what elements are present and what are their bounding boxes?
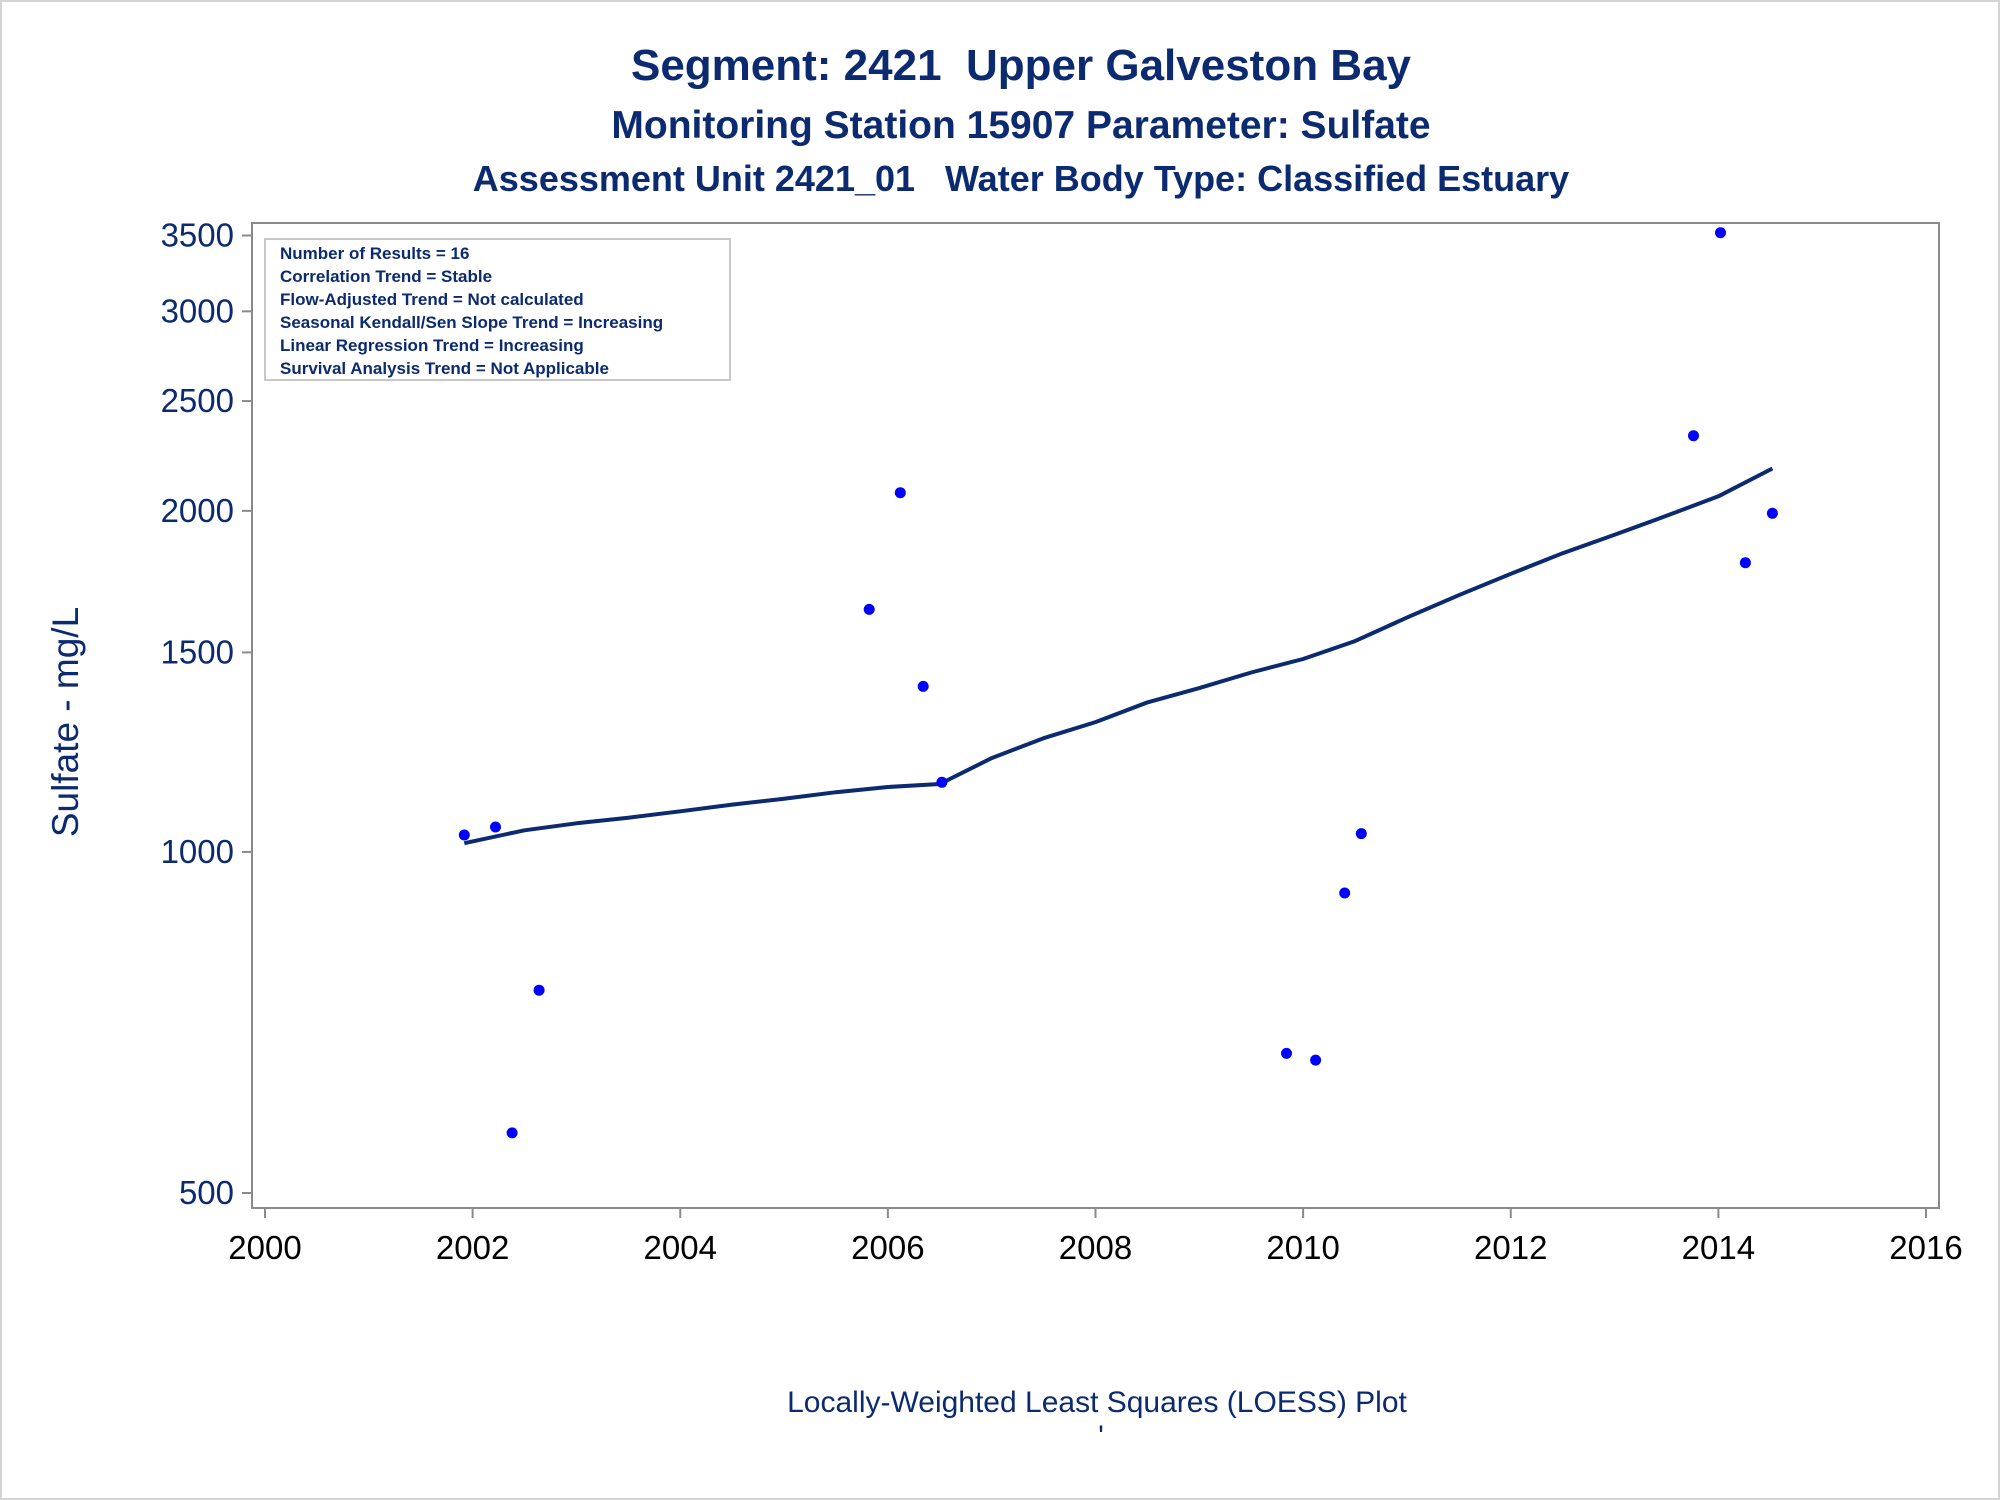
chart-subtitle-2: Assessment Unit 2421_01 Water Body Type:…: [473, 158, 1569, 199]
data-point: [1281, 1047, 1292, 1059]
data-point: [1766, 507, 1778, 519]
data-point: [917, 680, 929, 692]
x-tick-label: 2006: [851, 1229, 924, 1266]
trend-summary-line: Number of Results = 16: [280, 244, 469, 263]
footnote: Locally-Weighted Least Squares (LOESS) P…: [787, 1386, 1407, 1419]
loess-line: [463, 466, 1774, 846]
chart-title: Segment: 2421 Upper Galveston Bay: [631, 41, 1412, 90]
x-tick-label: 2002: [436, 1229, 509, 1266]
y-axis-label: Sulfate - mg/L: [45, 607, 86, 837]
y-tick-label: 1000: [161, 833, 234, 870]
data-point: [863, 603, 875, 615]
y-tick-label: 3500: [161, 216, 234, 253]
chart-subtitle: Monitoring Station 15907 Parameter: Sulf…: [611, 104, 1430, 147]
trend-summary-box: Number of Results = 16 Correlation Trend…: [264, 238, 731, 381]
x-tick-label: 2008: [1059, 1229, 1132, 1266]
trend-summary-line: Survival Analysis Trend = Not Applicable: [280, 359, 609, 378]
data-point: [1739, 557, 1751, 569]
x-tick-label: 2012: [1474, 1229, 1547, 1266]
data-point: [894, 487, 906, 499]
y-tick-label: 2500: [161, 382, 234, 419]
x-axis: 2000 2002 2004 2006 2008 2010 2012 2014 2016: [228, 1208, 1963, 1266]
footnote-mark: ': [1098, 1420, 1104, 1453]
y-tick-label: 500: [179, 1174, 234, 1211]
data-point: [1688, 430, 1699, 442]
data-point: [1355, 828, 1367, 840]
data-point: [506, 1127, 518, 1139]
y-tick-label: 2000: [161, 492, 234, 529]
x-tick-label: 2000: [228, 1229, 301, 1266]
y-tick-label: 3000: [161, 292, 234, 329]
data-point: [1715, 227, 1726, 239]
trend-summary-line: Linear Regression Trend = Increasing: [280, 336, 584, 355]
x-tick-label: 2014: [1682, 1229, 1755, 1266]
trend-summary-line: Seasonal Kendall/Sen Slope Trend = Incre…: [280, 313, 663, 332]
y-tick-label: 1500: [161, 633, 234, 670]
x-tick-label: 2010: [1266, 1229, 1339, 1266]
data-point: [1339, 887, 1351, 899]
data-point: [490, 821, 501, 833]
y-axis: 500 1000 1500 2000 2500 3000 3500: [161, 216, 252, 1211]
data-point: [533, 984, 545, 996]
loess-line-group: [463, 466, 1774, 846]
data-point: [458, 829, 470, 841]
trend-summary-border: [264, 238, 731, 381]
data-points: [458, 227, 1778, 1139]
x-tick-label: 2016: [1889, 1229, 1962, 1266]
data-point: [936, 776, 948, 788]
trend-summary-line: Flow-Adjusted Trend = Not calculated: [280, 290, 584, 309]
trend-summary-line: Correlation Trend = Stable: [280, 267, 492, 286]
data-point: [1310, 1054, 1322, 1066]
x-tick-label: 2004: [644, 1229, 717, 1266]
